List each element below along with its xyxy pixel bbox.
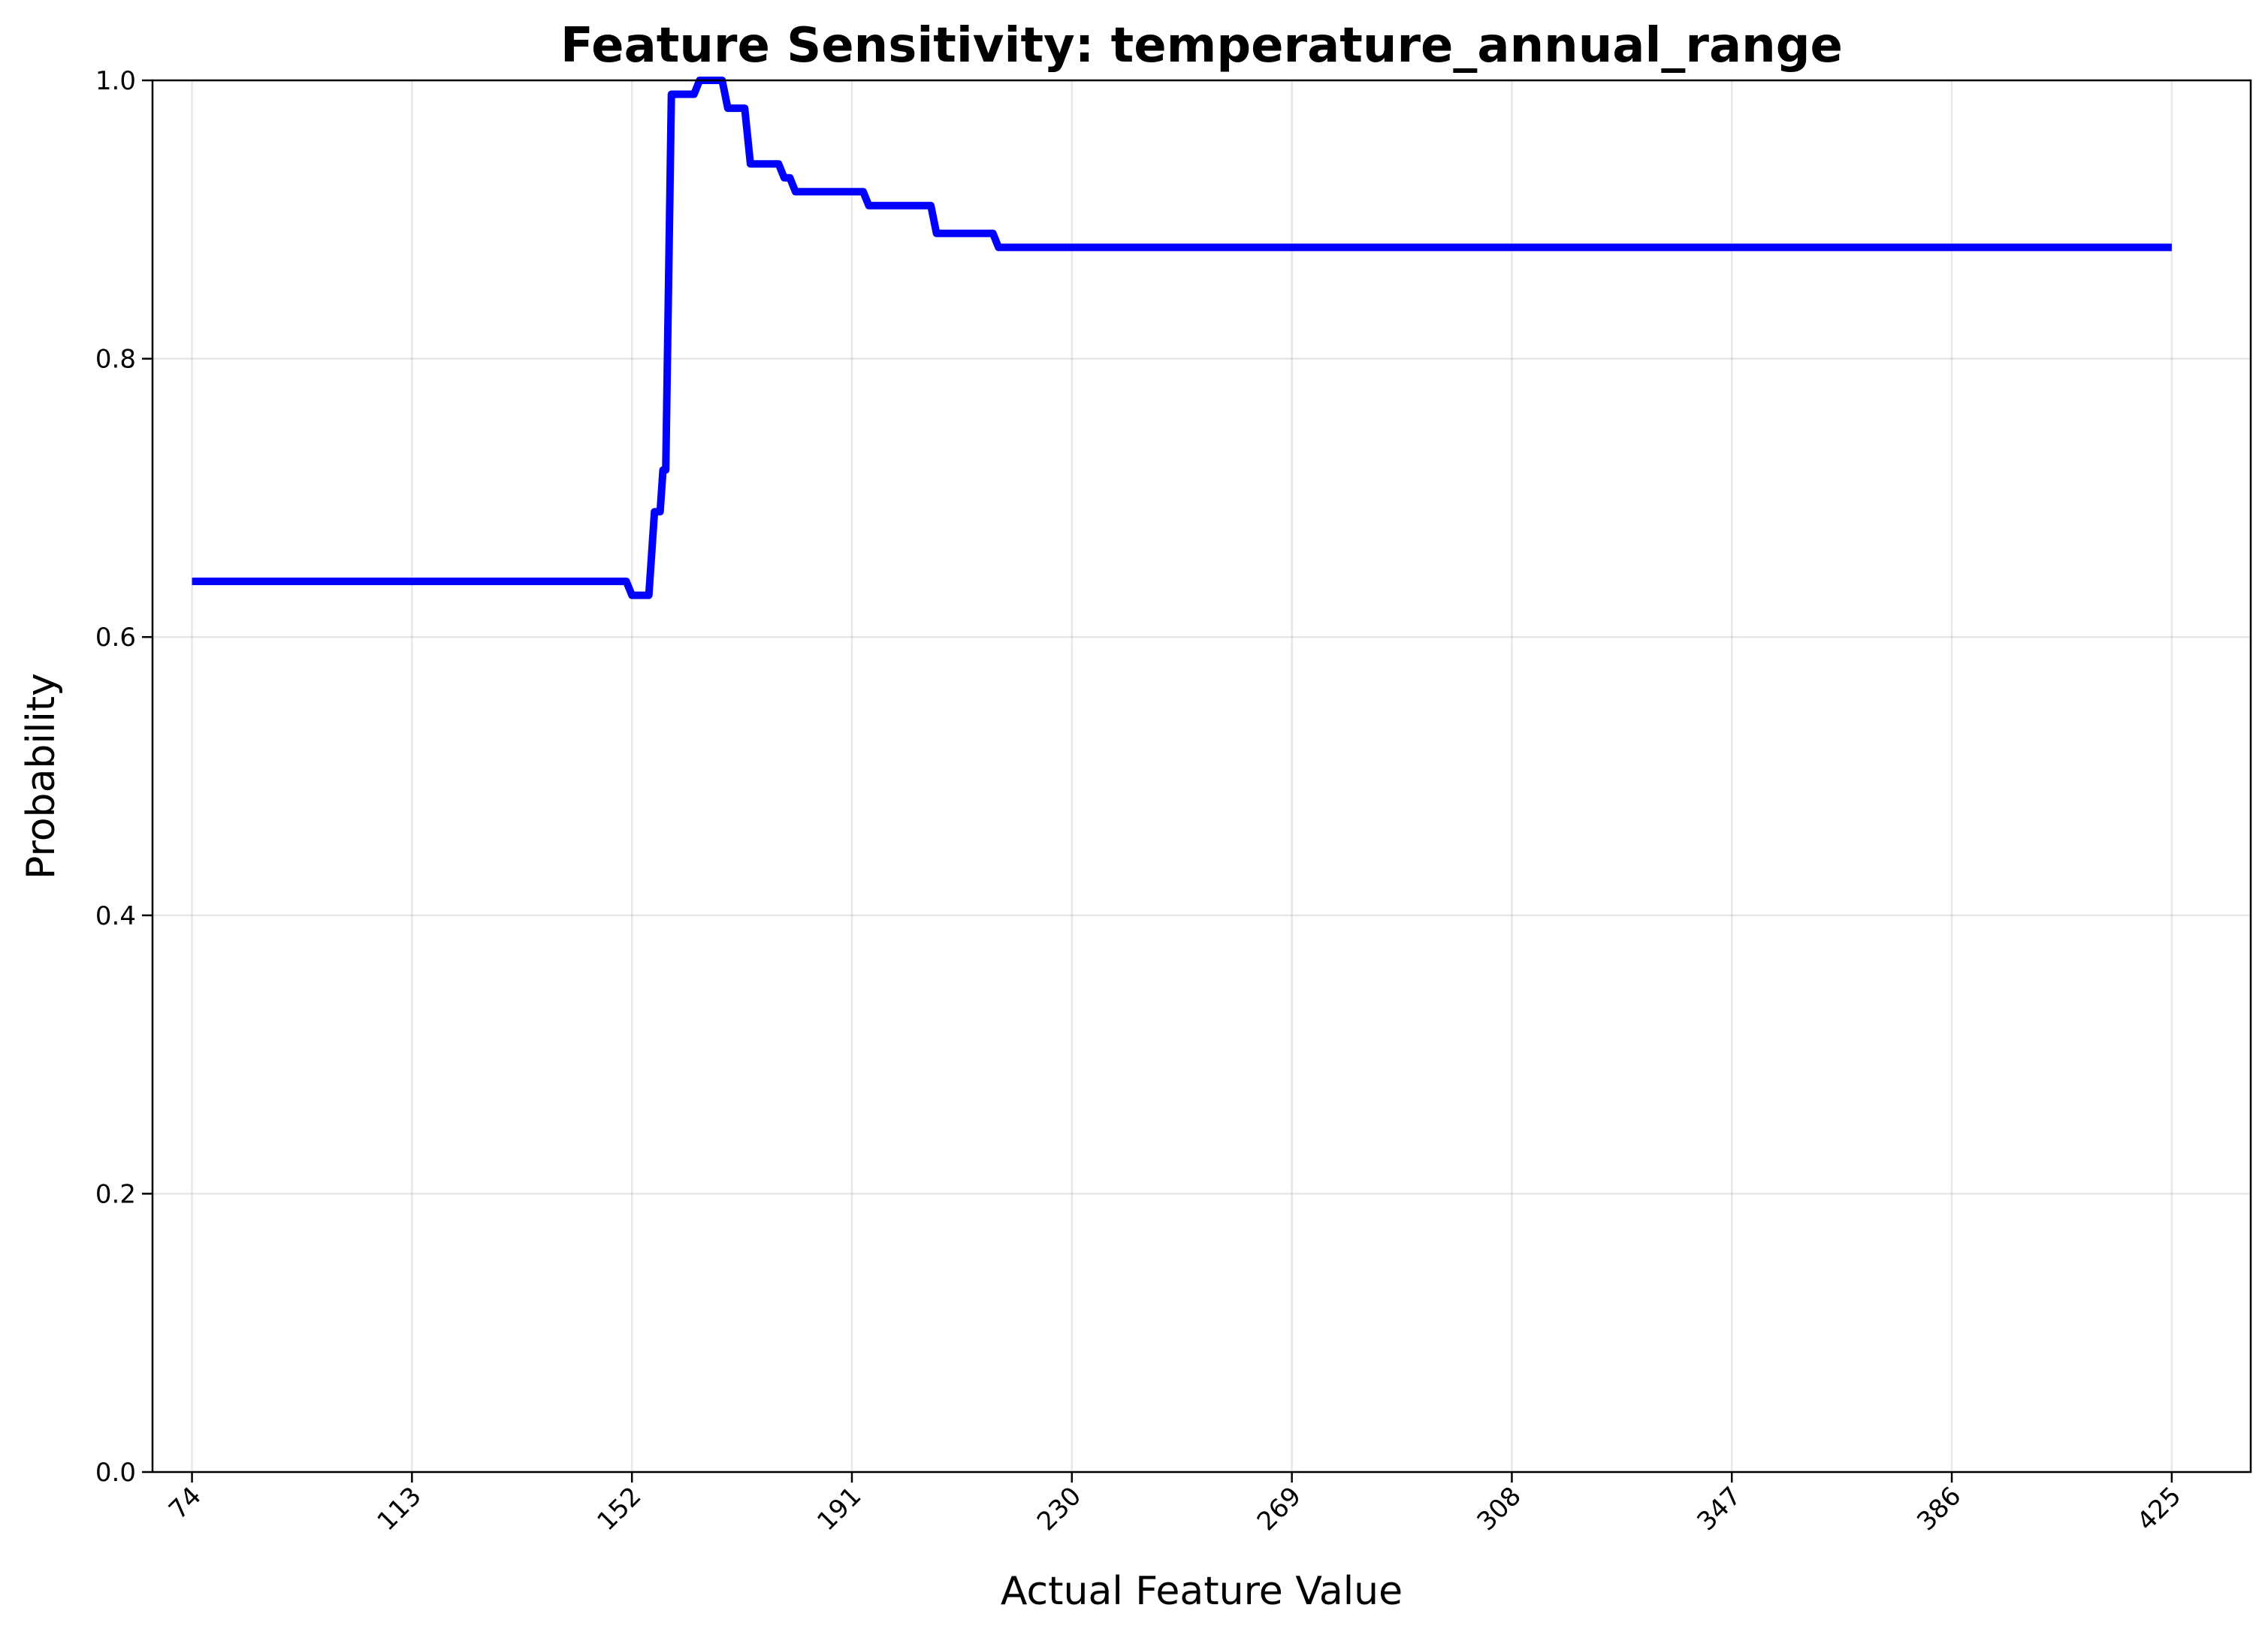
- y-axis-ticks: 0.0 0.2 0.4 0.6 0.8 1.0: [95, 66, 153, 1488]
- y-axis-label: Probability: [19, 673, 64, 879]
- chart-title: Feature Sensitivity: temperature_annual_…: [560, 18, 1843, 74]
- x-tick-label: 308: [1472, 1481, 1527, 1537]
- x-tick-label: 74: [163, 1481, 207, 1525]
- x-tick-label: 386: [1911, 1481, 1967, 1537]
- x-tick-label: 152: [591, 1481, 647, 1537]
- x-tick-label: 113: [372, 1481, 427, 1537]
- x-tick-label: 230: [1031, 1481, 1087, 1537]
- series-line: [192, 77, 2172, 599]
- plot-frame: [151, 79, 2252, 1474]
- x-tick-label: 347: [1691, 1481, 1747, 1537]
- x-axis-ticks: 74 113 152 191 230 269 308 347 386 425: [163, 1472, 2187, 1537]
- y-tick-label: 0.6: [95, 623, 136, 653]
- y-tick-label: 0.8: [95, 345, 136, 375]
- x-tick-label: 425: [2131, 1481, 2187, 1537]
- x-tick-label: 269: [1252, 1481, 1307, 1537]
- grid-layer: [153, 79, 2251, 1474]
- y-tick-label: 0.2: [95, 1179, 136, 1209]
- x-axis-label: Actual Feature Value: [1001, 1569, 1403, 1614]
- x-tick-label: 191: [811, 1481, 867, 1537]
- plot-layer: [192, 77, 2172, 599]
- y-tick-label: 0.4: [95, 901, 136, 931]
- y-tick-label: 0.0: [95, 1458, 136, 1488]
- y-tick-label: 1.0: [95, 66, 136, 96]
